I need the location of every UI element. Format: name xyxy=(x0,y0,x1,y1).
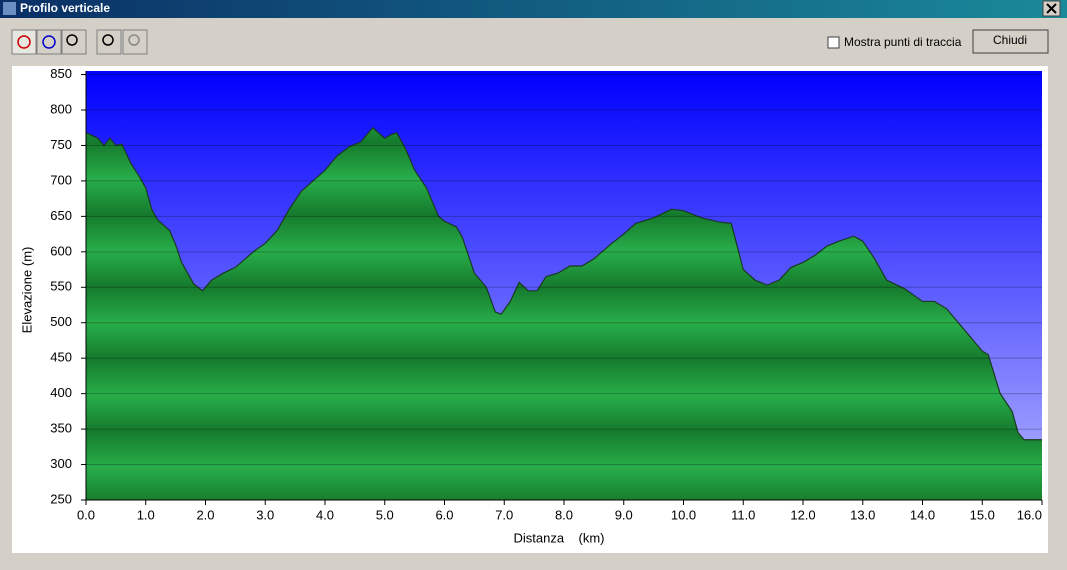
x-tick-label: 16.0 xyxy=(1017,507,1042,522)
app-icon xyxy=(3,2,16,15)
x-tick-label: 10.0 xyxy=(671,507,696,522)
y-tick-label: 550 xyxy=(50,279,72,294)
tool-icon xyxy=(102,34,114,46)
x-tick-label: 9.0 xyxy=(615,507,633,522)
tool-button[interactable] xyxy=(36,29,62,55)
elevation-line xyxy=(85,126,1042,441)
button-label: Chiudi xyxy=(993,33,1027,47)
x-tick-label: 7.0 xyxy=(495,507,513,522)
x-tick-label: 1.0 xyxy=(137,507,155,522)
x-tick-label: 3.0 xyxy=(256,507,274,522)
y-tick-label: 500 xyxy=(50,314,72,329)
title-bar xyxy=(0,0,1067,18)
y-tick-label: 300 xyxy=(50,456,72,471)
tool-icon xyxy=(17,35,31,49)
y-axis-label: Elevazione (m) xyxy=(19,247,34,334)
checkbox-label: Mostra punti di traccia xyxy=(844,35,962,49)
x-tick-label: 15.0 xyxy=(970,507,995,522)
x-tick-label: 12.0 xyxy=(790,507,815,522)
y-tick-label: 650 xyxy=(50,208,72,223)
tool-button[interactable] xyxy=(61,29,87,55)
y-tick-label: 750 xyxy=(50,137,72,152)
x-tick-label: 2.0 xyxy=(196,507,214,522)
x-tick-label: 4.0 xyxy=(316,507,334,522)
x-tick-label: 8.0 xyxy=(555,507,573,522)
y-tick-label: 850 xyxy=(50,66,72,81)
tool-icon xyxy=(128,34,140,46)
x-tick-label: 14.0 xyxy=(910,507,935,522)
window-title: Profilo verticale xyxy=(20,1,110,15)
x-tick-label: 11.0 xyxy=(731,507,755,522)
y-tick-label: 400 xyxy=(50,385,72,400)
zoom-out-button[interactable] xyxy=(122,29,148,55)
checkbox[interactable] xyxy=(827,36,840,49)
x-tick-label: 0.0 xyxy=(77,507,95,522)
x-tick-label: 13.0 xyxy=(850,507,875,522)
x-tick-label: 6.0 xyxy=(435,507,453,522)
close-dialog-button[interactable] xyxy=(972,29,1049,54)
y-tick-label: 600 xyxy=(50,243,72,258)
y-tick-label: 350 xyxy=(50,421,72,436)
tool-button[interactable] xyxy=(11,29,37,55)
tool-icon xyxy=(42,35,56,49)
toolbar xyxy=(11,29,148,55)
zoom-in-button[interactable] xyxy=(96,29,122,55)
close-icon xyxy=(1046,3,1057,14)
y-tick-label: 450 xyxy=(50,350,72,365)
y-tick-label: 800 xyxy=(50,101,72,116)
x-tick-label: 5.0 xyxy=(376,507,394,522)
tool-icon xyxy=(66,34,78,46)
y-tick-label: 700 xyxy=(50,172,72,187)
x-axis-label: Distanza (km) xyxy=(513,530,604,545)
y-tick-label: 250 xyxy=(50,491,72,506)
elevation-area xyxy=(86,127,1042,501)
